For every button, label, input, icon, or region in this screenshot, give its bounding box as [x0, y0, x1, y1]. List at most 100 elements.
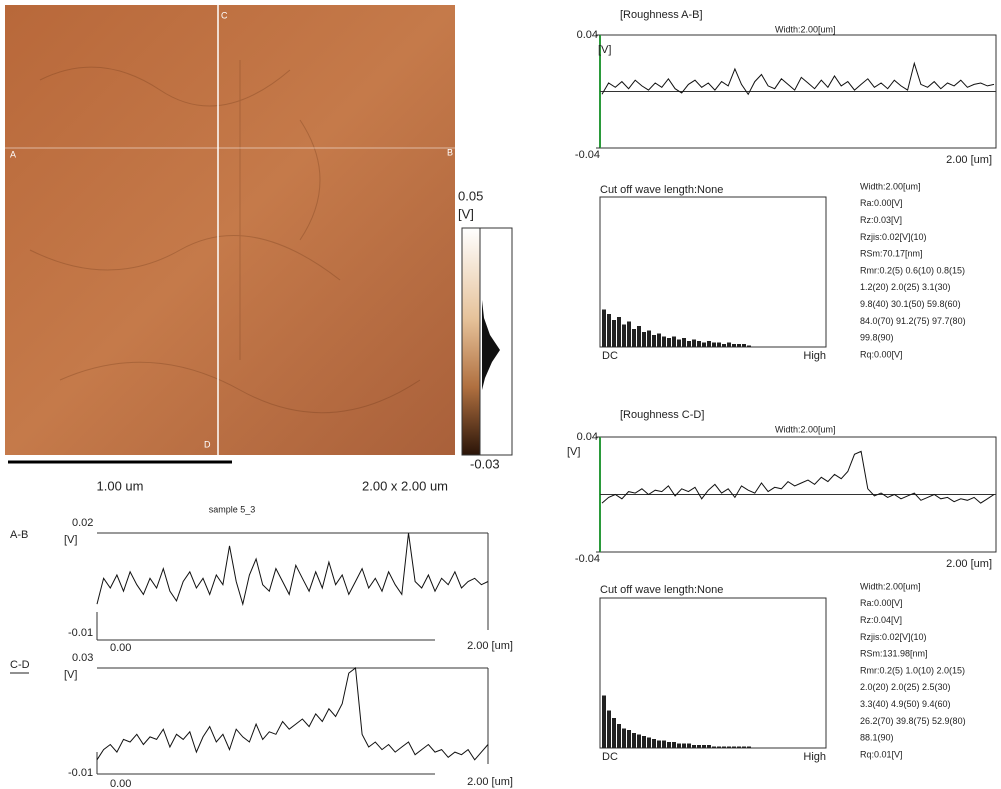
profile-name: C-D	[10, 659, 30, 671]
spectrum-bar	[702, 745, 706, 748]
stat-line: Rmr:0.2(5) 0.6(10) 0.8(15)	[860, 265, 965, 275]
stat-line: Width:2.00[um]	[860, 181, 921, 191]
spectrum-bar	[712, 342, 716, 347]
spectrum-bar	[637, 326, 641, 347]
spectrum-bar	[717, 746, 721, 748]
x-end-label: 2.00 [um]	[946, 154, 992, 166]
stat-line: 9.8(40) 30.1(50) 59.8(60)	[860, 299, 961, 309]
spectrum-bar	[632, 733, 636, 748]
spectrum-bar	[642, 736, 646, 748]
stat-line: Ra:0.00[V]	[860, 598, 903, 608]
spectrum-bar	[617, 317, 621, 347]
spectrum-bar	[637, 734, 641, 748]
spectrum-bar	[682, 338, 686, 347]
spectrum-bar	[687, 341, 691, 347]
spectrum-bar	[707, 341, 711, 347]
stat-line: 3.3(40) 4.9(50) 9.4(60)	[860, 699, 951, 709]
profile-name: A-B	[10, 529, 28, 541]
width-label: Width:2.00[um]	[775, 24, 836, 34]
spectrum-bar	[627, 730, 631, 748]
image-size: 2.00 x 2.00 um	[362, 478, 448, 493]
width-label: Width:2.00[um]	[775, 424, 836, 434]
spectrum-bar	[692, 339, 696, 347]
spectrum-bar	[622, 324, 626, 347]
roughness-line	[601, 450, 995, 504]
spectrum-bar	[687, 743, 691, 748]
spectrum-bar	[697, 341, 701, 347]
stat-line: Rz:0.03[V]	[860, 215, 902, 225]
profile-line	[96, 532, 489, 607]
y-unit: [V]	[64, 534, 77, 546]
spectrum-bar	[622, 728, 626, 748]
spectrum-bar	[652, 335, 656, 347]
colorbar-unit: [V]	[458, 206, 474, 221]
x-start-label: 0.00	[110, 642, 131, 654]
spectrum-bar	[737, 344, 741, 347]
profile-line	[96, 667, 489, 761]
roughness-title: [Roughness A-B]	[620, 9, 703, 21]
stat-line: Rmr:0.2(5) 1.0(10) 2.0(15)	[860, 665, 965, 675]
y-min-label: -0.01	[68, 767, 93, 779]
spectrum-bar	[702, 342, 706, 347]
spectrum-box	[599, 597, 827, 749]
histogram	[482, 300, 500, 390]
spectrum-bar	[712, 746, 716, 748]
spectrum-bar	[742, 344, 746, 347]
afm-texture	[29, 60, 421, 414]
spectrum-bar	[602, 695, 606, 748]
spectrum-bar	[692, 745, 696, 748]
y-min-label: -0.04	[575, 149, 600, 161]
spectrum-bar	[707, 745, 711, 748]
y-max-label: 0.03	[72, 652, 93, 664]
spectrum-bar	[652, 739, 656, 748]
stat-line: 84.0(70) 91.2(75) 97.7(80)	[860, 316, 966, 326]
spectrum-bar	[742, 746, 746, 748]
dc-label: DC	[602, 751, 618, 763]
spectrum-bar	[727, 342, 731, 347]
spectrum-bar	[662, 740, 666, 748]
profiles-title: sample 5_3	[209, 504, 256, 514]
high-label: High	[803, 751, 826, 763]
stat-line: RSm:70.17[nm]	[860, 249, 923, 259]
spectrum-bar	[732, 344, 736, 347]
y-unit: [V]	[567, 446, 580, 458]
spectrum-bar	[722, 746, 726, 748]
stat-line: Width:2.00[um]	[860, 581, 921, 591]
spectrum-bar	[747, 746, 751, 748]
spectrum-box	[599, 196, 827, 348]
spectrum-bar	[722, 344, 726, 347]
x-end-label: 2.00 [um]	[946, 558, 992, 570]
spectrum-bar	[627, 321, 631, 347]
y-max-label: 0.04	[577, 29, 598, 41]
x-end-label: 2.00 [um]	[467, 640, 513, 652]
cut-label: B	[447, 147, 453, 157]
stat-line: Rz:0.04[V]	[860, 615, 902, 625]
spectrum-bar	[697, 745, 701, 748]
y-min-label: -0.04	[575, 553, 600, 565]
afm-image	[5, 5, 455, 455]
y-max-label: 0.04	[577, 431, 598, 443]
y-min-label: -0.01	[68, 627, 93, 639]
spectrum-bar	[682, 743, 686, 748]
dc-label: DC	[602, 350, 618, 362]
y-unit: [V]	[598, 44, 611, 56]
colorbar-min: -0.03	[470, 456, 500, 471]
colorbar	[461, 227, 481, 456]
y-unit: [V]	[64, 669, 77, 681]
stat-line: 99.8(90)	[860, 333, 894, 343]
stat-line: Rzjis:0.02[V](10)	[860, 232, 927, 242]
spectrum-bar	[647, 330, 651, 347]
stat-line: 2.0(20) 2.0(25) 2.5(30)	[860, 682, 951, 692]
spectrum-bar	[642, 332, 646, 347]
stat-line: Rzjis:0.02[V](10)	[860, 632, 927, 642]
stat-line: Ra:0.00[V]	[860, 198, 903, 208]
spectrum-bar	[677, 339, 681, 347]
spectrum-bar	[607, 314, 611, 347]
spectrum-bar	[677, 743, 681, 748]
spectrum-bar	[732, 746, 736, 748]
stat-line: 1.2(20) 2.0(25) 3.1(30)	[860, 282, 951, 292]
spectrum-bar	[727, 746, 731, 748]
spectrum-bar	[617, 724, 621, 748]
spectrum-bar	[667, 742, 671, 748]
spectrum-bar	[632, 329, 636, 347]
